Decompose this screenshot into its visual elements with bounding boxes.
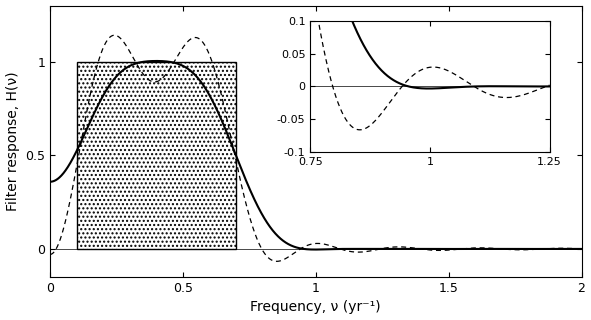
Bar [77, 62, 236, 249]
Y-axis label: Filter response, H(ν): Filter response, H(ν) [5, 71, 20, 211]
X-axis label: Frequency, ν (yr⁻¹): Frequency, ν (yr⁻¹) [251, 300, 381, 315]
